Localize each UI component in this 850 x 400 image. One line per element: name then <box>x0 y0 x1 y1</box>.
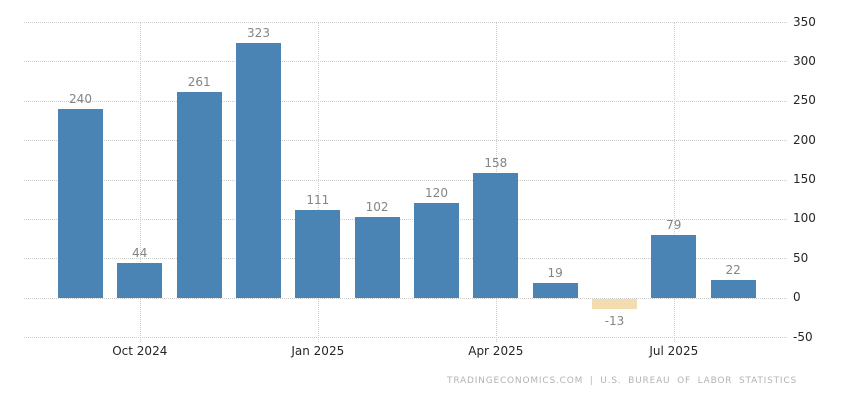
bar-value-label: 79 <box>666 218 682 233</box>
y-axis-tick-label: 250 <box>793 93 816 108</box>
x-gridline-oct-2024 <box>139 22 141 342</box>
bar-value-label: 111 <box>306 193 330 208</box>
bar-6[interactable] <box>414 203 459 298</box>
bar-8[interactable] <box>532 282 578 298</box>
bar-value-label: 120 <box>425 186 448 201</box>
bar-5[interactable] <box>354 217 400 298</box>
y-axis-tick-label: -50 <box>793 329 813 344</box>
y-axis-tick-label: 300 <box>793 53 816 68</box>
bar-value-label: 44 <box>132 246 148 260</box>
y-axis-tick-label: 350 <box>793 14 816 29</box>
y-gridline-50 <box>24 258 787 260</box>
bar-value-label: 261 <box>187 75 211 90</box>
y-gridline--50 <box>24 337 787 338</box>
bar-11[interactable] <box>710 280 756 298</box>
bar-1[interactable] <box>117 263 163 298</box>
bar-2[interactable] <box>176 92 222 298</box>
bar-value-label: 19 <box>547 265 563 280</box>
x-axis-tick-label: Oct 2024 <box>112 344 168 358</box>
bar-value-label: 240 <box>69 91 92 106</box>
y-gridline-200 <box>24 140 787 142</box>
y-gridline-0 <box>24 297 787 299</box>
y-axis-tick-label: 200 <box>793 132 816 147</box>
bar-value-label: -13 <box>604 313 625 328</box>
x-axis-tick-label: Apr 2025 <box>468 344 524 358</box>
y-gridline-350 <box>24 22 787 23</box>
bar-3[interactable] <box>236 43 281 298</box>
x-gridline-jan-2025 <box>317 22 319 342</box>
bar-10[interactable] <box>651 235 697 298</box>
y-gridline-250 <box>24 100 787 102</box>
source-attribution: TRADINGECONOMICS.COM | U.S. BUREAU OF LA… <box>447 376 797 386</box>
y-gridline-150 <box>24 179 787 181</box>
y-gridline-100 <box>24 218 787 220</box>
x-gridline-jul-2025 <box>673 22 675 342</box>
bar-7[interactable] <box>473 173 519 298</box>
bar-4[interactable] <box>295 210 341 298</box>
y-axis-tick-label: 100 <box>793 211 816 226</box>
bar-value-label: 22 <box>725 263 741 278</box>
y-axis-tick-label: 150 <box>793 172 816 186</box>
y-axis-tick-label: 0 <box>793 290 801 305</box>
bar-value-label: 323 <box>247 26 270 41</box>
bar-value-label: 158 <box>484 156 508 171</box>
x-axis-tick-label: Jan 2025 <box>291 344 345 358</box>
x-axis-tick-label: Jul 2025 <box>649 344 699 358</box>
bar-value-label: 102 <box>365 200 389 215</box>
y-gridline-300 <box>24 61 787 63</box>
y-axis-tick-label: 50 <box>793 250 809 265</box>
bar-9[interactable] <box>592 298 637 309</box>
bar-0[interactable] <box>58 108 103 298</box>
